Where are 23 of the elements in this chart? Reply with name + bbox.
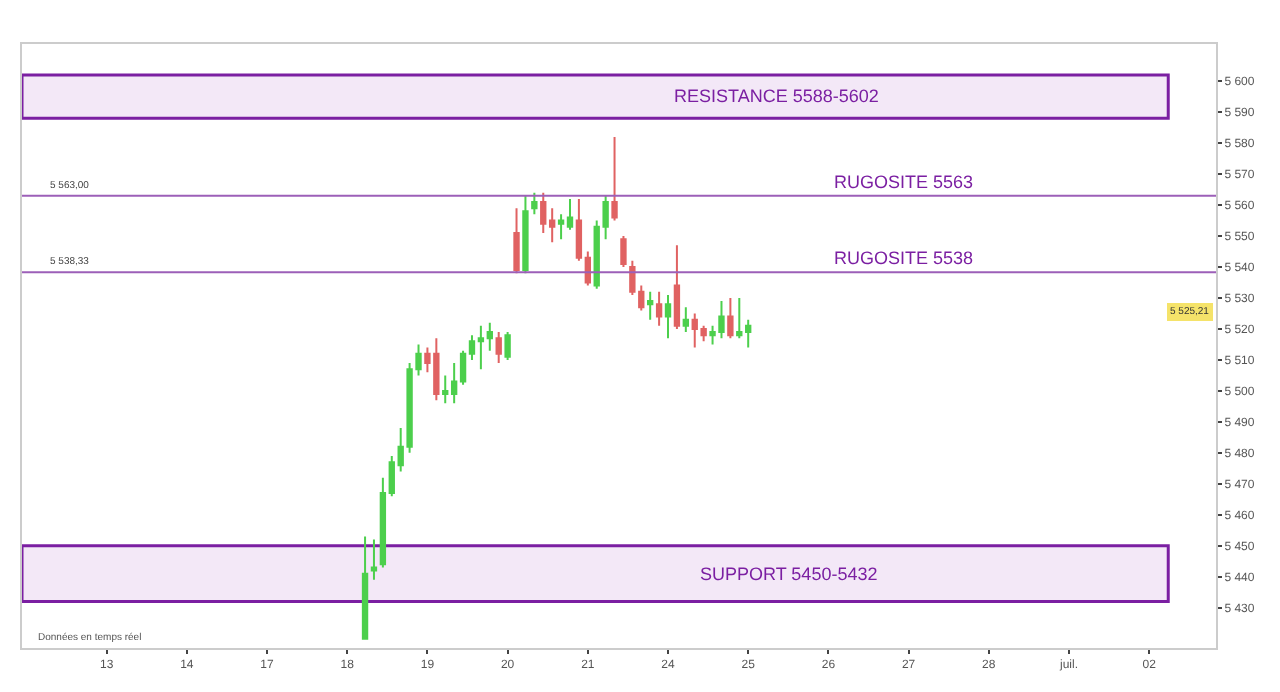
candlestick bbox=[370, 538, 378, 581]
candlestick bbox=[531, 191, 538, 216]
candlestick bbox=[620, 235, 627, 269]
candlestick bbox=[664, 293, 672, 340]
candlestick bbox=[647, 290, 654, 321]
candlestick bbox=[736, 296, 743, 340]
band-label: SUPPORT 5450-5432 bbox=[700, 564, 878, 584]
candlestick bbox=[504, 331, 511, 361]
candlestick bbox=[727, 296, 734, 340]
candlestick bbox=[566, 197, 574, 231]
ref-line-label: RUGOSITE 5538 bbox=[834, 248, 974, 268]
candlestick bbox=[540, 191, 547, 234]
candlestick bbox=[655, 290, 663, 327]
candlestick bbox=[361, 535, 369, 640]
candlestick bbox=[477, 324, 485, 371]
candlestick bbox=[682, 306, 690, 334]
candlestick bbox=[513, 207, 520, 275]
candlestick bbox=[522, 194, 529, 275]
ref-line-label: RUGOSITE 5563 bbox=[834, 172, 974, 192]
candlestick bbox=[495, 331, 502, 365]
candlestick bbox=[611, 135, 618, 222]
candlestick bbox=[673, 244, 681, 330]
band-label: RESISTANCE 5588-5602 bbox=[674, 86, 879, 106]
